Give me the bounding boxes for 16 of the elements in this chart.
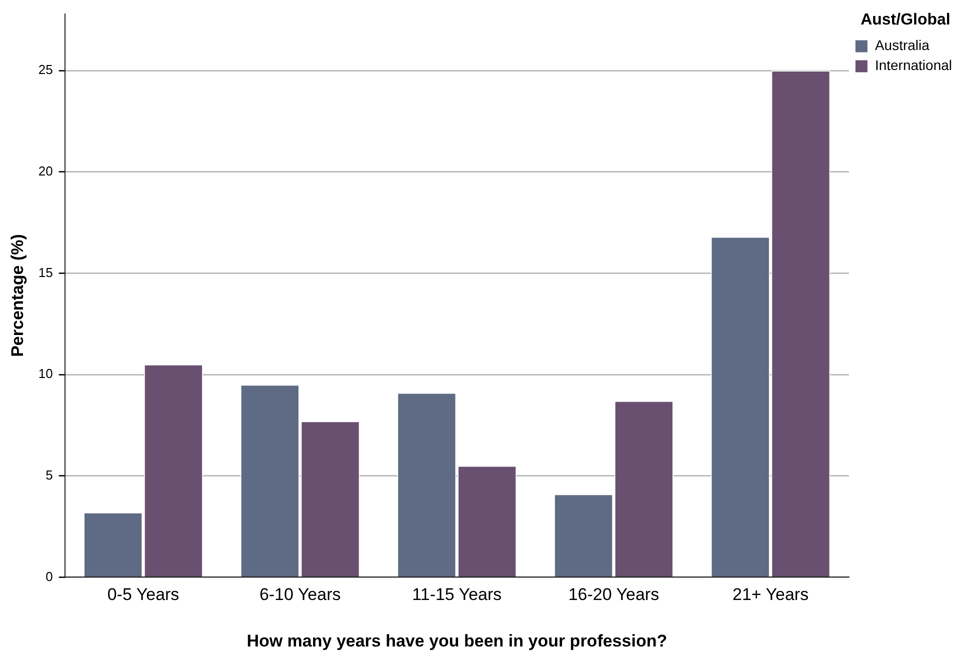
y-tick-label: 0: [46, 568, 53, 584]
legend-label: International: [874, 57, 952, 74]
x-tick-label: 6-10 Years: [259, 585, 341, 604]
y-tick-label: 5: [46, 467, 53, 482]
y-tick-label: 15: [38, 264, 53, 280]
y-axis-title: Percentage (%): [8, 234, 27, 357]
legend-title: Aust/Global: [860, 11, 950, 28]
y-tick-label: 25: [38, 62, 53, 78]
y-tick-label: 10: [38, 366, 53, 382]
legend-label: Australia: [874, 37, 930, 54]
x-axis-title: How many years have you been in your profession?: [246, 631, 668, 650]
x-tick-label: 21+ Years: [732, 585, 809, 604]
x-tick-label: 0-5 Years: [107, 585, 180, 604]
x-tick-label: 16-20 Years: [568, 585, 660, 604]
y-tick-label: 20: [38, 163, 53, 178]
x-tick-label: 11-15 Years: [412, 585, 502, 604]
